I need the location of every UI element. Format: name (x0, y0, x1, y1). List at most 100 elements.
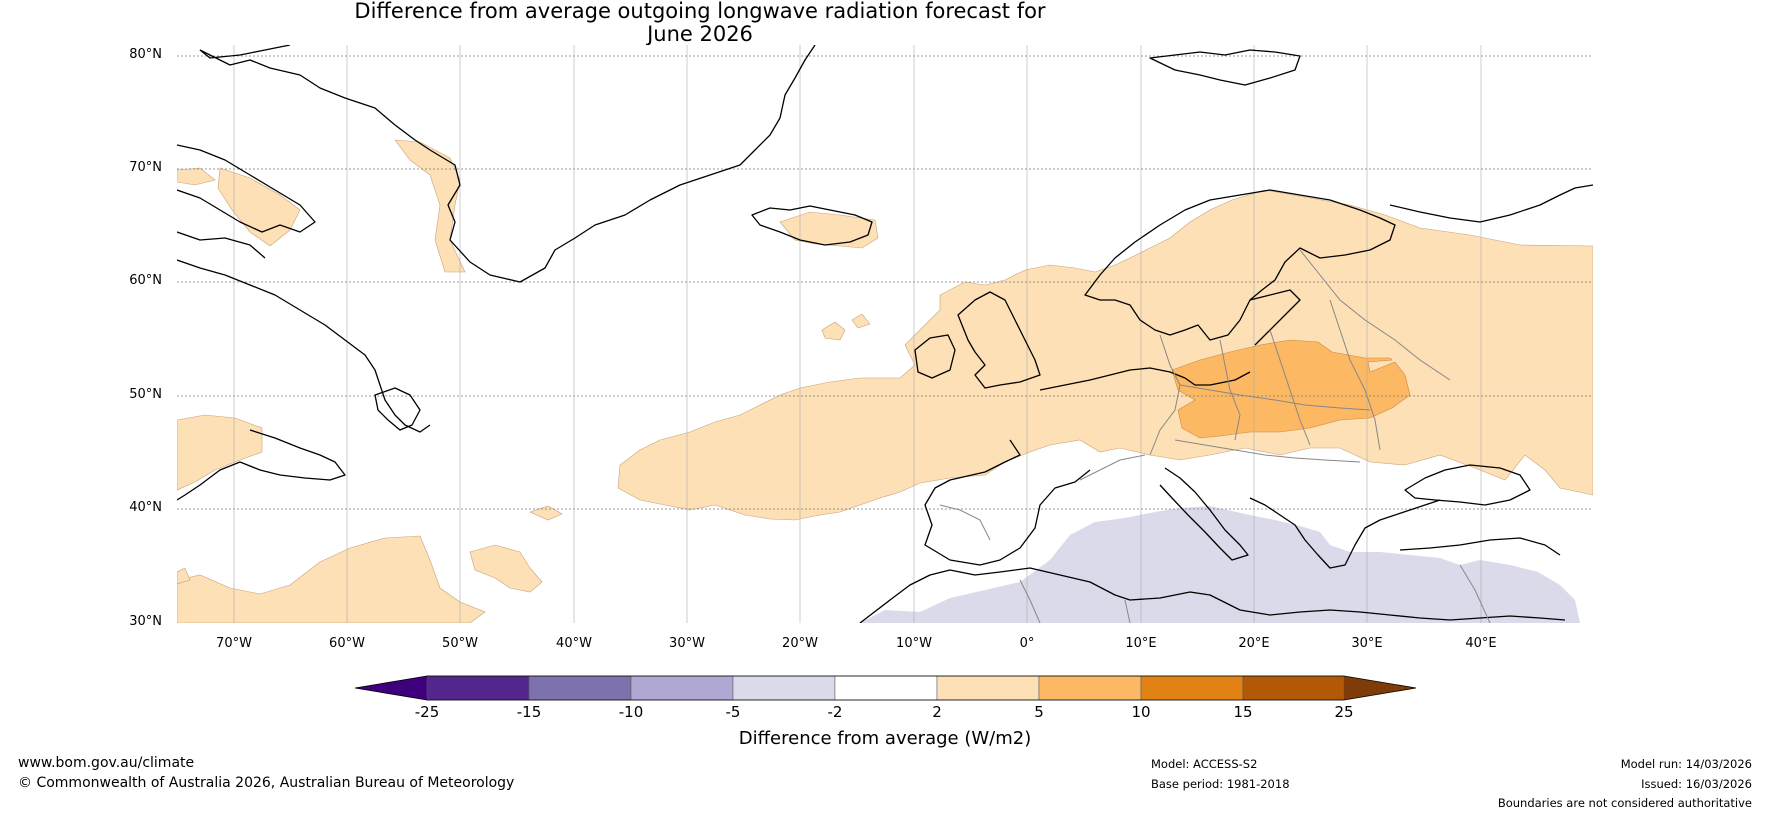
colorbar-segment (732, 675, 836, 701)
colorbar-tick: 5 (1034, 703, 1044, 721)
footer-model-run: Model run: 14/03/2026 (1620, 757, 1752, 771)
lat-label: 80°N (129, 47, 162, 62)
colorbar-segment (1242, 675, 1345, 701)
border (1269, 329, 1311, 446)
colorbar-segment (630, 675, 734, 701)
lon-label: 10°W (896, 636, 932, 651)
lon-label: 30°E (1351, 636, 1383, 651)
colorbar-title: Difference from average (W/m2) (738, 728, 1032, 749)
anomaly-region-subtropical-atlantic (177, 567, 191, 585)
border (1019, 579, 1041, 623)
anomaly-region-iceland (779, 211, 879, 249)
colorbar-tick: -25 (414, 703, 440, 721)
anomaly-region-labrador (177, 414, 263, 491)
anomaly-region-greenland (394, 139, 466, 273)
border (1149, 334, 1181, 456)
anomaly-region-atlantic-patch (529, 505, 563, 521)
colorbar-segment (1038, 675, 1142, 701)
gridlines (177, 45, 1593, 623)
lon-label: 10°E (1125, 636, 1157, 651)
lat-label: 70°N (129, 160, 162, 175)
colorbar-tick: -2 (827, 703, 843, 721)
colorbar-segment (528, 675, 632, 701)
coastline-russia-north (1389, 184, 1593, 223)
anomaly-region-subtropical-atlantic (469, 544, 543, 593)
colorbar-tick: -10 (618, 703, 644, 721)
colorbar-tick: -15 (516, 703, 542, 721)
colorbar-tick: 15 (1233, 703, 1253, 721)
lon-label: 50°W (442, 636, 478, 651)
border (1329, 299, 1381, 451)
coastline-anatolia (1399, 537, 1561, 556)
coastlines (177, 45, 1593, 623)
coastline-ireland (914, 334, 956, 379)
border (1079, 454, 1146, 481)
colorbar-tick: 25 (1334, 703, 1354, 721)
lon-label: 40°W (556, 636, 592, 651)
coastline-italy (1159, 467, 1249, 561)
lon-label: 0° (1019, 636, 1035, 651)
anomaly-region-central-europe (1171, 339, 1411, 439)
footer-website: www.bom.gov.au/climate (18, 755, 195, 771)
coastline-iberia (924, 439, 1091, 566)
lon-label: 30°W (669, 636, 705, 651)
coastline-iceland (751, 205, 873, 246)
colorbar-segment (834, 675, 938, 701)
border (1174, 439, 1361, 463)
chart-title: Difference from average outgoing longwav… (0, 0, 1400, 46)
colorbar-tick: -5 (725, 703, 741, 721)
colorbar-segment (1140, 675, 1244, 701)
lon-label: 20°W (782, 636, 818, 651)
footer-disclaimer: Boundaries are not considered authoritat… (1497, 796, 1752, 810)
coastline-black-sea (1404, 464, 1531, 506)
colorbar-segment (936, 675, 1040, 701)
border (1124, 599, 1131, 623)
lat-label: 40°N (129, 500, 162, 515)
footer-copyright: © Commonwealth of Australia 2026, Austra… (18, 775, 515, 791)
lon-label: 70°W (216, 636, 252, 651)
footer-issued: Issued: 16/03/2026 (1641, 777, 1752, 791)
coastline-svalbard (1149, 49, 1301, 86)
coastline-balkans-greece (1249, 497, 1441, 569)
coastline-scandinavia (1084, 189, 1396, 341)
coastline-europe-west (1039, 367, 1251, 391)
anomaly-region-atlantic-patch (851, 313, 871, 329)
coastline-britain (957, 291, 1041, 389)
anomaly-region-subtropical-atlantic (177, 535, 486, 623)
anomaly-region-atlantic-patch (821, 321, 846, 341)
title-line-2: June 2026 (647, 22, 753, 46)
coastline-north-africa (859, 567, 1566, 623)
colorbar-segment (426, 675, 530, 701)
coastline-baffin-island (177, 144, 316, 233)
colorbar-tick: 10 (1131, 703, 1151, 721)
country-borders (939, 249, 1491, 623)
lat-label: 30°N (129, 614, 162, 629)
lat-label: 60°N (129, 273, 162, 288)
anomaly-region-baffin (217, 167, 301, 247)
lon-label: 60°W (329, 636, 365, 651)
border (939, 504, 991, 541)
border (1179, 384, 1371, 411)
coastline-nova-scotia (177, 429, 346, 501)
colorbar (354, 675, 1417, 701)
anomaly-region-baffin (177, 167, 216, 186)
title-line-1: Difference from average outgoing longwav… (354, 0, 1046, 23)
coastline-hudson-strait (177, 231, 266, 259)
anomaly-region-europe (617, 189, 1593, 521)
border (1219, 339, 1241, 441)
border (1299, 249, 1451, 381)
colorbar-extend-low (355, 676, 427, 700)
coastline-newfoundland (374, 387, 421, 431)
colorbar-tick: 2 (932, 703, 942, 721)
border (1459, 564, 1491, 623)
coastline-labrador (177, 259, 431, 433)
colorbar-outline (354, 675, 1417, 701)
anomaly-region-north-africa (860, 506, 1580, 623)
footer-model: Model: ACCESS-S2 (1151, 757, 1258, 771)
coastline-greenland-north (199, 45, 291, 59)
anomaly-fills (177, 139, 1593, 623)
lon-label: 40°E (1465, 636, 1497, 651)
coastline-greenland (199, 45, 816, 283)
lon-label: 20°E (1238, 636, 1270, 651)
